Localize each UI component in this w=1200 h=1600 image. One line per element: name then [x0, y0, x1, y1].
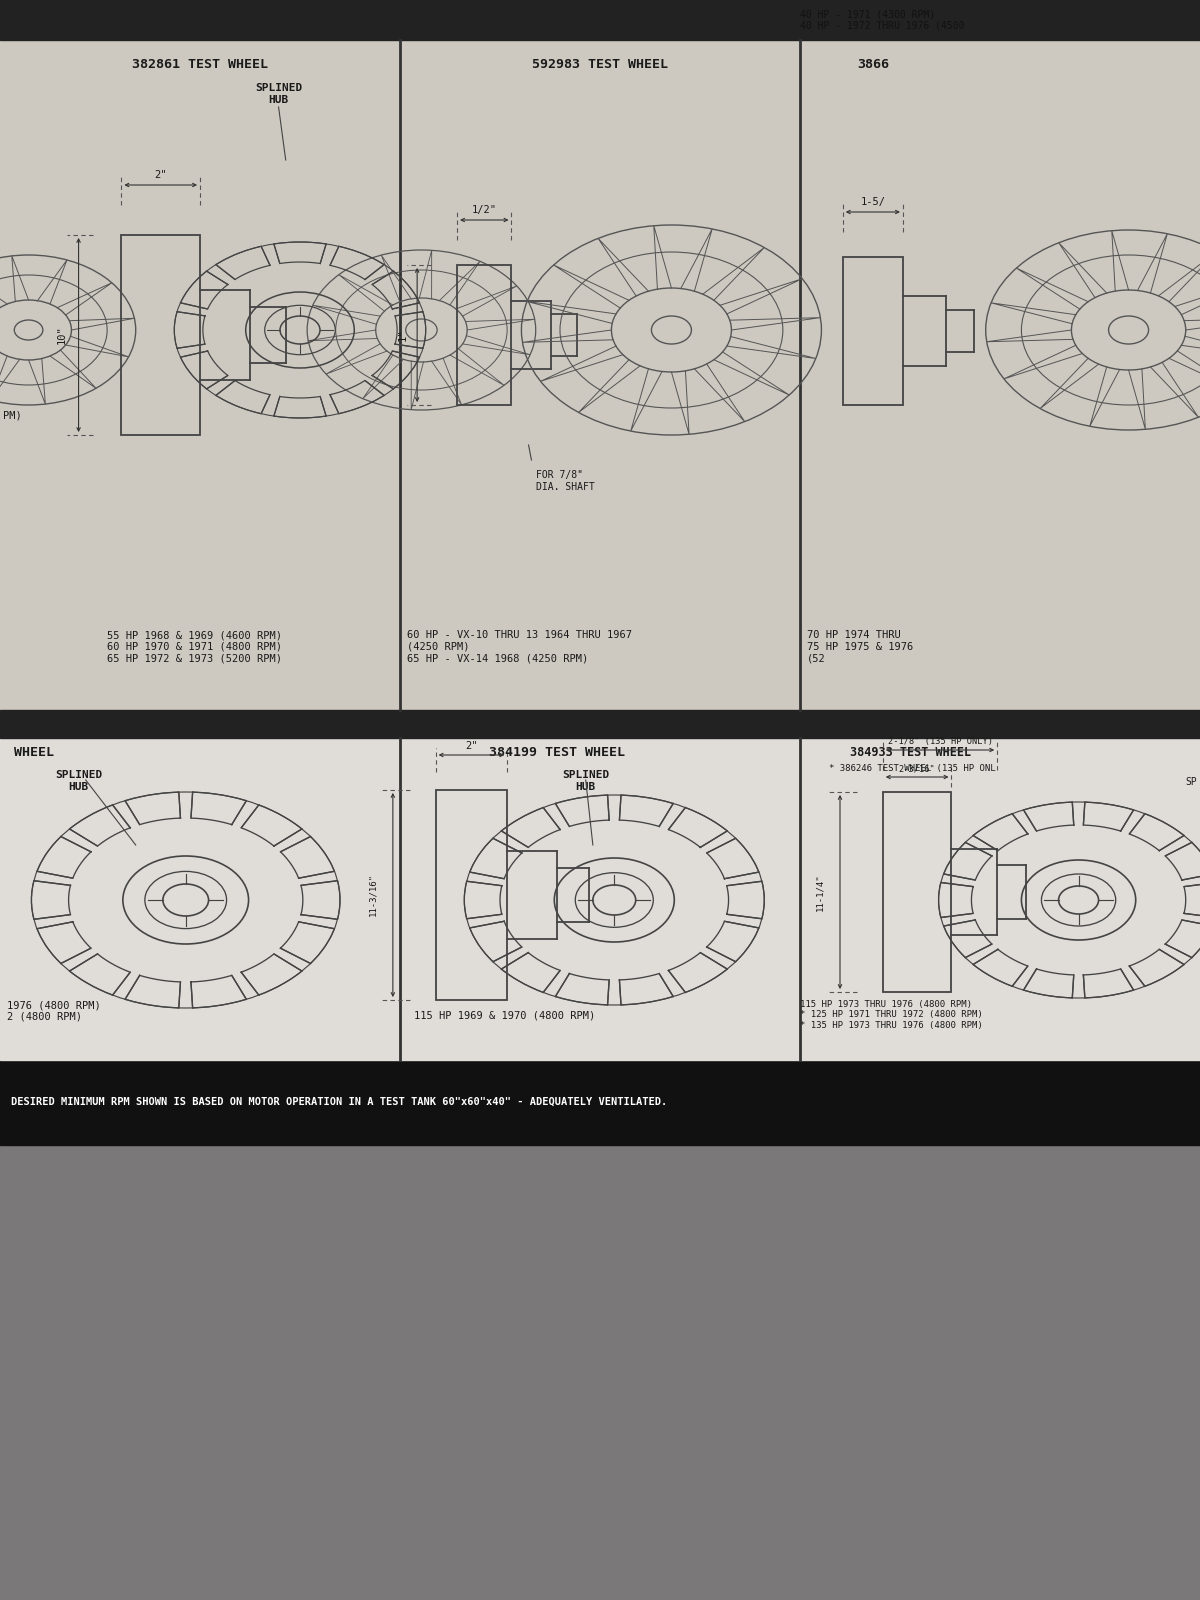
Bar	[0, 40, 1200, 710]
Text: 115 HP 1969 & 1970 (4800 RPM): 115 HP 1969 & 1970 (4800 RPM)	[414, 1010, 595, 1021]
Text: SPLINED
HUB: SPLINED HUB	[562, 770, 610, 792]
Text: 2-1/8" (135 HP ONLY): 2-1/8" (135 HP ONLY)	[888, 738, 992, 746]
Bar	[842, 258, 902, 405]
Text: SPLINED
HUB: SPLINED HUB	[254, 83, 302, 106]
Text: 2": 2"	[155, 170, 167, 179]
Text: 2": 2"	[466, 741, 478, 750]
Text: 1/2": 1/2"	[472, 205, 497, 214]
Text: 70 HP 1974 THRU
75 HP 1975 & 1976
(52: 70 HP 1974 THRU 75 HP 1975 & 1976 (52	[808, 630, 913, 662]
Text: 40 HP - 1971 (4300 RPM)
40 HP - 1972 THRU 1976 (4500: 40 HP - 1971 (4300 RPM) 40 HP - 1972 THR…	[800, 10, 965, 30]
Text: FOR 7/8"
DIA. SHAFT: FOR 7/8" DIA. SHAFT	[535, 470, 594, 491]
Bar	[0, 0, 1200, 40]
Text: WHEEL: WHEEL	[14, 746, 54, 758]
Bar	[121, 235, 200, 435]
Text: 11-3/16": 11-3/16"	[368, 874, 377, 917]
Text: 55 HP 1968 & 1969 (4600 RPM)
60 HP 1970 & 1971 (4800 RPM)
65 HP 1972 & 1973 (520: 55 HP 1968 & 1969 (4600 RPM) 60 HP 1970 …	[107, 630, 282, 662]
Text: 11-1/4": 11-1/4"	[816, 874, 824, 910]
Text: 60 HP - VX-10 THRU 13 1964 THRU 1967
(4250 RPM)
65 HP - VX-14 1968 (4250 RPM): 60 HP - VX-10 THRU 13 1964 THRU 1967 (42…	[407, 630, 632, 662]
Bar	[457, 266, 511, 405]
Text: 10": 10"	[56, 326, 66, 344]
Text: 1-5/: 1-5/	[860, 197, 886, 206]
Text: 3866: 3866	[857, 59, 889, 72]
Bar	[0, 1146, 1200, 1600]
Text: 592983 TEST WHEEL: 592983 TEST WHEEL	[532, 59, 668, 72]
Text: 2-3/16": 2-3/16"	[899, 765, 936, 773]
Text: 1976 (4800 RPM)
2 (4800 RPM): 1976 (4800 RPM) 2 (4800 RPM)	[7, 1000, 101, 1022]
Bar	[436, 790, 508, 1000]
Text: 115 HP 1973 THRU 1976 (4800 RPM)
* 125 HP 1971 THRU 1972 (4800 RPM)
* 135 HP 197: 115 HP 1973 THRU 1976 (4800 RPM) * 125 H…	[800, 1000, 983, 1030]
Text: SP: SP	[1186, 778, 1198, 787]
Text: SPLINED
HUB: SPLINED HUB	[55, 770, 102, 792]
Text: 1": 1"	[398, 328, 408, 341]
Text: * 386246 TEST WHEEL (135 HP ONL: * 386246 TEST WHEEL (135 HP ONL	[828, 763, 995, 773]
Text: 384199 TEST WHEEL: 384199 TEST WHEEL	[490, 746, 625, 758]
Bar	[0, 1059, 1200, 1146]
Text: PM): PM)	[2, 410, 22, 419]
Text: 384933 TEST WHEEL: 384933 TEST WHEEL	[850, 746, 971, 758]
Bar	[0, 710, 1200, 738]
Bar	[0, 738, 1200, 1059]
Text: DESIRED MINIMUM RPM SHOWN IS BASED ON MOTOR OPERATION IN A TEST TANK 60"x60"x40": DESIRED MINIMUM RPM SHOWN IS BASED ON MO…	[12, 1098, 667, 1107]
Bar	[883, 792, 952, 992]
Text: 382861 TEST WHEEL: 382861 TEST WHEEL	[132, 59, 268, 72]
